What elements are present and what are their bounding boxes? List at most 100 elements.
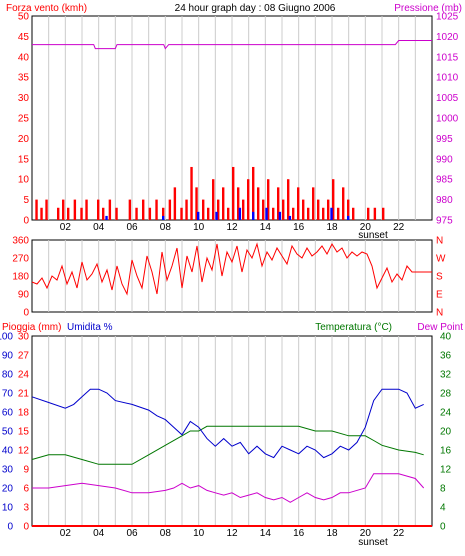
wind-bar xyxy=(262,199,265,220)
wind-bar-alt xyxy=(105,215,108,220)
wind-bar xyxy=(232,166,235,220)
wind-bar xyxy=(342,187,345,220)
y-tick-label: 0 xyxy=(440,522,446,533)
wind-bar xyxy=(302,199,305,220)
wind-bar xyxy=(162,207,165,220)
wind-bar xyxy=(195,187,198,220)
y-tick-label: 25 xyxy=(18,114,30,125)
y-tick-label: 50 xyxy=(2,427,14,438)
weather-x-ticks: 02 04 06 08 10 12 14 16 18 20 22 xyxy=(60,528,405,539)
wind-x-ticks: 02 04 06 08 10 12 14 16 18 20 22 xyxy=(60,222,405,233)
humidity-axis-title: Umidita % xyxy=(67,322,113,333)
wind-bar xyxy=(312,187,315,220)
wind-bar xyxy=(347,199,350,220)
temperature-y-ticks: 0 4 8 12 16 20 24 28 32 36 40 xyxy=(440,332,452,533)
wind-bar-alt xyxy=(215,211,218,220)
wind-bar xyxy=(202,199,205,220)
hour-tick-label: 10 xyxy=(193,528,205,539)
y-tick-label: W xyxy=(436,254,446,265)
wind-bar xyxy=(35,199,38,220)
y-tick-label: 1015 xyxy=(436,52,459,63)
wind-bar xyxy=(108,199,112,220)
wind-bar xyxy=(217,199,220,220)
wind-bar xyxy=(382,207,385,220)
hour-tick-label: 14 xyxy=(260,528,272,539)
wind-bar xyxy=(222,187,225,220)
y-tick-label: 18 xyxy=(18,408,30,419)
pressure-y-ticks: 975 980 985 990 995 1000 1005 1010 1015 1020 1025 xyxy=(436,12,459,227)
y-tick-label: 1010 xyxy=(436,73,459,84)
hour-tick-label: 16 xyxy=(293,222,305,233)
wind-bar xyxy=(297,187,300,220)
wind-bar xyxy=(277,187,280,220)
y-tick-label: 4 xyxy=(440,503,446,514)
y-tick-label: 5 xyxy=(23,195,29,206)
wind-y-ticks: 0 5 10 15 20 25 30 35 40 45 50 xyxy=(18,12,30,227)
y-tick-label: 70 xyxy=(2,389,14,400)
wind-bar xyxy=(212,179,215,220)
y-tick-label: 990 xyxy=(436,154,453,165)
y-tick-label: 6 xyxy=(23,484,29,495)
wind-bar-alt xyxy=(238,207,242,220)
wind-bar xyxy=(97,199,100,220)
wind-bar xyxy=(373,207,377,220)
direction-y-ticks: 0 90 180 270 360 xyxy=(12,236,29,319)
y-tick-label: 1020 xyxy=(436,32,459,43)
y-tick-label: 60 xyxy=(2,408,14,419)
hour-tick-label: 22 xyxy=(393,222,405,233)
wind-bar xyxy=(267,179,270,220)
y-tick-label: 30 xyxy=(18,93,30,104)
hour-tick-label: 12 xyxy=(226,528,238,539)
wind-bar-alt xyxy=(288,215,292,220)
y-tick-label: 995 xyxy=(436,134,453,145)
hour-tick-label: 06 xyxy=(126,222,138,233)
wind-bar xyxy=(282,199,285,220)
wind-bar xyxy=(272,207,275,220)
y-tick-label: 40 xyxy=(440,332,452,343)
y-tick-label: 270 xyxy=(12,254,29,265)
y-tick-label: 15 xyxy=(18,154,30,165)
wind-bar xyxy=(173,187,177,220)
y-tick-label: 9 xyxy=(23,465,29,476)
y-tick-label: 10 xyxy=(2,503,14,514)
wind-bar xyxy=(247,179,250,220)
wind-bar-alt xyxy=(347,215,350,220)
wind-bar xyxy=(185,199,188,220)
hour-tick-label: 12 xyxy=(226,222,238,233)
wind-bar xyxy=(327,199,330,220)
hour-tick-label: 08 xyxy=(160,528,172,539)
wind-bar xyxy=(142,199,145,220)
y-tick-label: 28 xyxy=(440,389,452,400)
wind-bar xyxy=(67,207,70,220)
y-tick-label: 1025 xyxy=(436,12,459,23)
y-tick-label: 35 xyxy=(18,73,30,84)
wind-bar xyxy=(252,166,255,220)
humidity-y-ticks: 0 10 20 30 40 50 60 70 80 90 100 xyxy=(0,332,13,533)
y-tick-label: 1005 xyxy=(436,93,459,104)
wind-bar xyxy=(155,199,158,220)
wind-bar xyxy=(257,187,260,220)
y-tick-label: 50 xyxy=(18,12,30,23)
weather-grid xyxy=(48,336,416,526)
hour-tick-label: 20 xyxy=(360,528,372,539)
wind-bar xyxy=(85,199,88,220)
direction-grid xyxy=(48,240,416,312)
y-tick-label: 180 xyxy=(12,272,29,283)
hour-tick-label: 10 xyxy=(193,222,205,233)
wind-bar-alt xyxy=(162,215,165,220)
y-tick-label: 40 xyxy=(2,446,14,457)
y-tick-label: E xyxy=(436,290,443,301)
wind-bar xyxy=(73,199,77,220)
y-tick-label: 12 xyxy=(18,446,30,457)
y-tick-label: 0 xyxy=(23,522,29,533)
wind-bar xyxy=(367,207,370,220)
y-tick-label: 20 xyxy=(440,427,452,438)
wind-bar xyxy=(292,207,295,220)
hour-tick-label: 18 xyxy=(326,528,338,539)
wind-bar xyxy=(115,207,118,220)
y-tick-label: 24 xyxy=(440,408,452,419)
pressure-axis-title: Pressione (mb) xyxy=(394,3,462,14)
